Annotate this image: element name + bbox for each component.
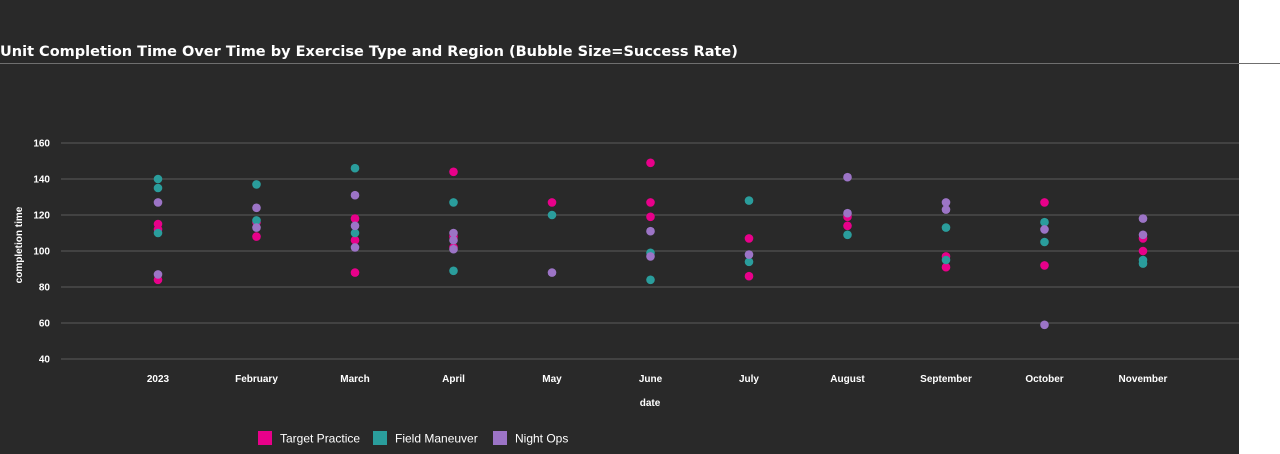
series-field-maneuver: [153, 163, 1148, 285]
data-point[interactable]: [350, 190, 360, 200]
data-point[interactable]: [449, 266, 458, 276]
y-tick-label: 120: [33, 211, 50, 222]
x-tick-label: 2023: [147, 374, 170, 385]
data-point[interactable]: [1040, 237, 1049, 247]
data-point[interactable]: [153, 183, 163, 193]
y-axis-title: completion time: [14, 206, 25, 283]
data-point[interactable]: [350, 163, 360, 173]
data-point[interactable]: [547, 268, 557, 277]
data-point[interactable]: [941, 255, 951, 265]
series-night-ops: [153, 172, 1148, 330]
data-point[interactable]: [646, 226, 655, 236]
y-tick-label: 40: [39, 355, 51, 366]
data-point[interactable]: [1040, 261, 1049, 270]
data-point[interactable]: [744, 234, 754, 243]
data-point[interactable]: [744, 271, 754, 281]
legend-item[interactable]: Field Maneuver: [373, 431, 478, 446]
x-tick-label: April: [442, 374, 465, 385]
data-point[interactable]: [449, 235, 458, 245]
data-points: [153, 158, 1148, 330]
data-point[interactable]: [646, 158, 655, 168]
legend-swatch: [258, 431, 272, 445]
x-tick-label: July: [739, 374, 759, 385]
data-point[interactable]: [350, 228, 360, 238]
data-point[interactable]: [843, 221, 852, 231]
data-point[interactable]: [1040, 217, 1049, 227]
data-point[interactable]: [941, 198, 951, 207]
data-point[interactable]: [646, 198, 655, 207]
x-tick-label: August: [830, 374, 865, 385]
data-point[interactable]: [449, 244, 458, 254]
data-point[interactable]: [744, 250, 754, 259]
data-point[interactable]: [350, 243, 360, 252]
title-divider: [0, 63, 1280, 64]
x-tick-label: November: [1119, 374, 1168, 385]
data-point[interactable]: [843, 172, 852, 182]
data-point[interactable]: [843, 230, 852, 240]
legend-item[interactable]: Target Practice: [258, 431, 360, 446]
x-tick-label: May: [542, 374, 562, 385]
data-point[interactable]: [646, 212, 655, 222]
y-tick-label: 60: [39, 319, 51, 330]
data-point[interactable]: [350, 214, 360, 223]
data-point[interactable]: [1040, 320, 1049, 330]
data-point[interactable]: [252, 216, 261, 225]
data-point[interactable]: [153, 270, 163, 279]
chart-panel: [0, 0, 1239, 454]
x-tick-label: February: [235, 374, 278, 385]
x-tick-label: September: [920, 374, 972, 385]
data-point[interactable]: [1040, 225, 1049, 234]
data-point[interactable]: [449, 167, 458, 177]
data-point[interactable]: [252, 180, 261, 189]
y-axis-ticks: 40 60 80 100 120 140 160: [33, 139, 50, 366]
data-point[interactable]: [547, 210, 557, 220]
data-point[interactable]: [252, 232, 261, 241]
data-point[interactable]: [646, 275, 655, 285]
data-point[interactable]: [153, 174, 163, 184]
legend-swatch: [493, 431, 507, 445]
x-tick-label: October: [1025, 374, 1063, 385]
data-point[interactable]: [350, 268, 360, 277]
data-point[interactable]: [843, 208, 852, 218]
legend-label: Field Maneuver: [395, 432, 478, 446]
data-point[interactable]: [941, 223, 951, 232]
data-point[interactable]: [1040, 198, 1049, 207]
y-tick-label: 80: [39, 283, 51, 294]
y-tick-label: 140: [33, 175, 50, 186]
data-point[interactable]: [1138, 214, 1148, 223]
legend-label: Night Ops: [515, 432, 568, 446]
x-tick-label: March: [340, 374, 369, 385]
data-point[interactable]: [153, 219, 163, 229]
data-point[interactable]: [449, 228, 458, 238]
data-point[interactable]: [252, 203, 261, 213]
chart-title: Unit Completion Time Over Time by Exerci…: [0, 44, 738, 60]
data-point[interactable]: [941, 205, 951, 214]
data-point[interactable]: [1138, 255, 1148, 265]
x-axis-title: date: [640, 398, 661, 409]
x-axis-ticks: 2023 February March April May June July August S…: [147, 374, 1168, 385]
data-point[interactable]: [153, 228, 163, 238]
y-tick-label: 100: [33, 247, 50, 258]
x-tick-label: June: [639, 374, 663, 385]
data-point[interactable]: [350, 235, 360, 245]
data-point[interactable]: [153, 198, 163, 207]
legend-item[interactable]: Night Ops: [493, 431, 568, 446]
series-target-practice: [153, 158, 1148, 285]
legend-swatch: [373, 431, 387, 445]
data-point[interactable]: [744, 196, 754, 205]
data-point[interactable]: [1138, 246, 1148, 256]
legend-label: Target Practice: [280, 432, 360, 446]
data-point[interactable]: [547, 198, 557, 207]
legend: Target Practice Field Maneuver Night Ops: [258, 431, 568, 446]
y-tick-label: 160: [33, 139, 50, 150]
data-point[interactable]: [350, 221, 360, 231]
data-point[interactable]: [252, 223, 261, 232]
data-point[interactable]: [646, 252, 655, 261]
data-point[interactable]: [1138, 230, 1148, 240]
data-point[interactable]: [941, 262, 951, 272]
data-point[interactable]: [744, 257, 754, 267]
data-point[interactable]: [449, 198, 458, 207]
